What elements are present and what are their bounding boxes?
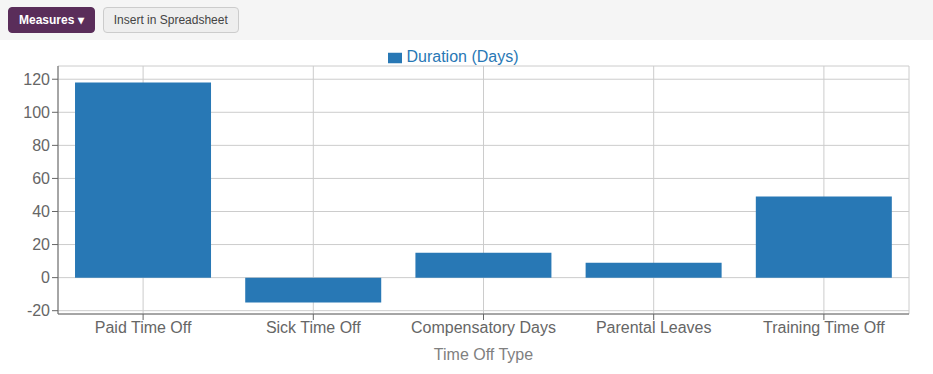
svg-text:Sick Time Off: Sick Time Off [266,319,361,336]
svg-text:80: 80 [32,137,50,154]
svg-text:Time Off Type: Time Off Type [434,346,533,363]
svg-text:Paid Time Off: Paid Time Off [95,319,192,336]
svg-text:100: 100 [23,104,50,121]
svg-text:60: 60 [32,170,50,187]
svg-text:Parental Leaves: Parental Leaves [596,319,712,336]
html-text:Insert in Spreadsheet: Insert in Spreadsheet [113,13,228,27]
html-text:Measures ▾: Measures ▾ [19,13,84,27]
svg-text:40: 40 [32,203,50,220]
svg-text:Compensatory Days: Compensatory Days [411,319,556,336]
html-text:Duration (Days): Duration (Days) [406,48,519,65]
svg-text:Training Time Off: Training Time Off [763,319,885,336]
svg-text:0: 0 [41,269,50,286]
svg-text:120: 120 [23,71,50,88]
svg-text:20: 20 [32,236,50,253]
svg-text:-20: -20 [27,302,50,319]
